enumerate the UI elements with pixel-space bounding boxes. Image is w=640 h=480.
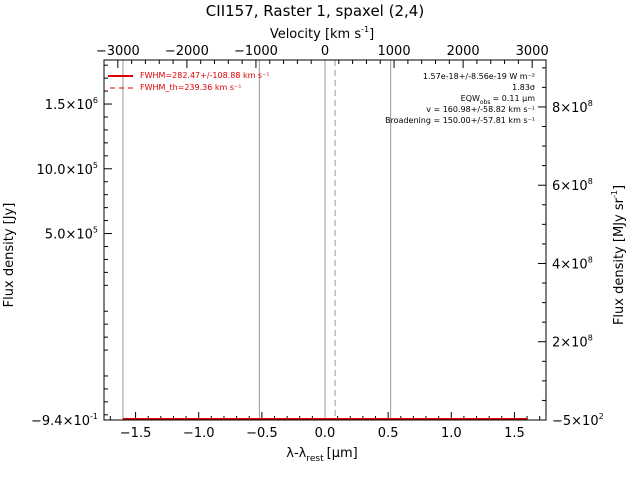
right-y-tick-label: 8×108 [552, 99, 593, 116]
fit-annotations: 1.57e-18+/-8.56e-19 W m⁻² 1.83σ EQWobs = … [385, 72, 535, 125]
right-y-axis-label-sup: -1 [610, 190, 619, 198]
x-tick-label: −1.5 [120, 426, 152, 441]
top-x-axis-label-end: ] [369, 27, 374, 42]
y-axis-label: Flux density [Jy] [2, 203, 17, 308]
top-x-tick-label: 3000 [516, 44, 549, 59]
vlines-layer [122, 60, 392, 420]
top-x-tick-label: −3000 [96, 44, 140, 59]
x-tick-label: −1.0 [183, 426, 215, 441]
x-axis-label-unit: [μm] [327, 446, 358, 461]
annotation-eqw-sub: obs [480, 99, 491, 106]
right-y-axis-label-text: Flux density [MJy sr [612, 197, 627, 325]
chart-title: CII157, Raster 1, spaxel (2,4) [206, 2, 424, 20]
annotation-eqw: EQWobs = 0.11 μm [461, 94, 536, 106]
annotation-broadening: Broadening = 150.00+/-57.81 km s⁻¹ [385, 116, 535, 125]
top-x-tick-label: −1000 [234, 44, 278, 59]
legend-label-fwhm-th: FWHM_th=239.36 km s⁻¹ [140, 83, 241, 92]
annotation-velocity: v = 160.98+/-58.82 km s⁻¹ [426, 105, 535, 114]
annotation-eqw-value: = 0.11 μm [493, 94, 536, 103]
top-x-tick-label: 2000 [447, 44, 480, 59]
y-tick-label: 1.5×106 [45, 96, 98, 113]
annotation-eqw-label: EQW [461, 94, 480, 103]
top-x-tick-label: 0 [321, 44, 329, 59]
x-tick-label: 1.0 [441, 426, 462, 441]
x-axis-label-text: λ-λ [286, 446, 306, 461]
top-x-axis-label-text: Velocity [km s [270, 27, 362, 42]
right-y-axis-label: Flux density [MJy sr-1] [610, 185, 627, 325]
x-tick-label: 1.5 [504, 426, 525, 441]
x-tick-label: 0.5 [378, 426, 399, 441]
ticks-layer: −1.5 −1.0 −0.5 0.0 0.5 1.0 1.5 −3000 −2000 −1000 0… [31, 44, 604, 441]
y-tick-label: −9.4×10-1 [31, 412, 98, 429]
annotation-line-flux: 1.57e-18+/-8.56e-19 W m⁻² [423, 72, 535, 81]
top-x-axis-label-sup: -1 [361, 25, 369, 34]
legend: FWHM=282.47+/-108.88 km s⁻¹ FWHM_th=239.… [108, 71, 270, 92]
right-y-tick-label: −5×102 [552, 412, 604, 429]
y-tick-label: 10.0×105 [37, 161, 98, 178]
right-y-tick-label: 6×108 [552, 177, 593, 194]
x-axis-label-sub: rest [306, 454, 324, 464]
top-x-axis-label: Velocity [km s-1] [270, 25, 374, 42]
right-y-tick-label: 2×108 [552, 334, 593, 351]
right-y-tick-label: 4×108 [552, 255, 593, 272]
top-x-tick-label: −2000 [165, 44, 209, 59]
top-x-tick-label: 1000 [378, 44, 411, 59]
legend-label-fwhm: FWHM=282.47+/-108.88 km s⁻¹ [140, 71, 270, 80]
annotation-significance: 1.83σ [512, 83, 535, 92]
x-tick-label: −0.5 [246, 426, 278, 441]
x-axis-label: λ-λrest [μm] [286, 446, 357, 464]
right-y-axis-label-end: ] [612, 185, 627, 190]
x-tick-label: 0.0 [315, 426, 336, 441]
y-tick-label: 5.0×105 [45, 226, 98, 243]
plot-frame [103, 59, 547, 421]
